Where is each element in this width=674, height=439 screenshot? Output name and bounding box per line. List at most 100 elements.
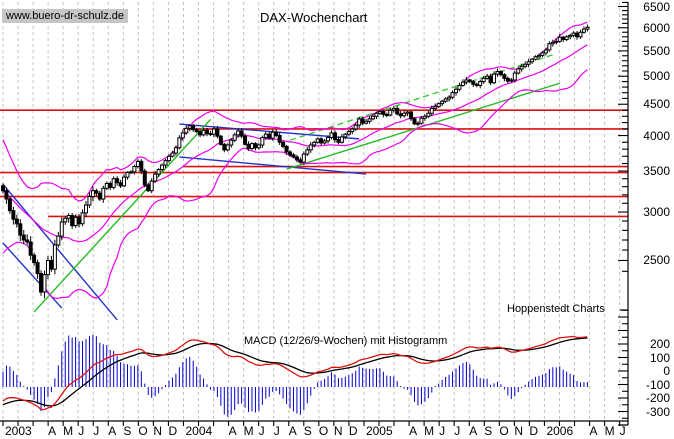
- candle-body: [384, 113, 389, 116]
- candle-body: [170, 152, 175, 157]
- x-axis-month-label: A: [589, 424, 598, 438]
- bollinger-upper-band: [2, 21, 588, 202]
- histogram-bar: [334, 374, 336, 387]
- histogram-bar: [140, 371, 142, 387]
- candle-body: [550, 41, 555, 45]
- histogram-bar: [541, 374, 543, 387]
- histogram-bar: [165, 385, 167, 387]
- x-axis-month-label: J: [439, 424, 446, 438]
- watermark-label: www.buero-dr-schulz.de: [2, 9, 128, 23]
- candle-body: [474, 83, 479, 86]
- candle-body: [492, 73, 497, 84]
- candle-body: [132, 166, 137, 173]
- candle-body: [142, 170, 147, 186]
- histogram-bar: [241, 387, 243, 404]
- candle-body: [429, 107, 434, 114]
- candle-body: [218, 135, 223, 145]
- candle-body: [319, 138, 324, 144]
- x-axis-month-label: A: [469, 424, 478, 438]
- candle-body: [505, 77, 510, 82]
- histogram-bar: [424, 387, 426, 402]
- histogram-bar: [569, 373, 571, 387]
- candle-body: [80, 212, 85, 225]
- histogram-bar: [358, 366, 360, 387]
- histogram-bar: [88, 336, 90, 387]
- histogram-bar: [47, 387, 49, 398]
- candle-body: [25, 239, 30, 243]
- histogram-bar: [455, 368, 457, 387]
- candle-body: [561, 36, 566, 41]
- candle-body: [388, 109, 393, 116]
- x-axis-month-label: O: [499, 424, 509, 438]
- candle-body: [575, 32, 580, 38]
- histogram-bar: [586, 382, 588, 387]
- candle-body: [343, 133, 348, 138]
- histogram-bar: [552, 367, 554, 387]
- candle-body: [111, 178, 116, 188]
- candle-body: [4, 190, 9, 200]
- candle-body: [284, 145, 289, 153]
- histogram-bar: [230, 387, 232, 415]
- histogram-bar: [299, 387, 301, 415]
- x-axis-month-label: J: [78, 424, 85, 438]
- x-axis-year-label: 2003: [5, 424, 32, 438]
- candle-body: [39, 273, 44, 293]
- histogram-bar: [68, 335, 70, 387]
- histogram-bar: [216, 387, 218, 397]
- candle-body: [11, 210, 16, 220]
- candle-body: [502, 74, 507, 79]
- histogram-bar: [528, 381, 530, 387]
- candle-body: [578, 31, 583, 38]
- histogram-bar: [92, 335, 94, 387]
- histogram-bar: [351, 373, 353, 387]
- histogram-bar: [410, 387, 412, 396]
- histogram-bar: [272, 387, 274, 393]
- candle-body: [21, 234, 26, 241]
- histogram-bar: [248, 387, 250, 412]
- macd-axis-label: -100: [645, 377, 670, 392]
- candle-body: [42, 274, 47, 293]
- candle-body: [312, 141, 317, 146]
- candle-body: [464, 79, 469, 83]
- candle-body: [415, 122, 420, 125]
- trendline-blue: [2, 183, 118, 321]
- histogram-bar: [583, 382, 585, 387]
- candle-body: [146, 184, 151, 192]
- histogram-bar: [171, 377, 173, 387]
- candle-body: [536, 54, 541, 58]
- histogram-bar: [95, 336, 97, 387]
- histogram-bar: [337, 378, 339, 387]
- histogram-bar: [348, 375, 350, 387]
- histogram-bar: [16, 375, 18, 387]
- candle-body: [585, 26, 590, 30]
- histogram-bar: [344, 376, 346, 387]
- histogram-bar: [244, 387, 246, 408]
- histogram-bar: [372, 368, 374, 387]
- macd-axis-label: 200: [649, 337, 670, 351]
- histogram-bar: [524, 384, 526, 387]
- histogram-bar: [189, 356, 191, 387]
- histogram-bar: [261, 387, 263, 405]
- candle-body: [332, 132, 337, 141]
- candle-body: [540, 52, 545, 56]
- candle-body: [256, 144, 261, 149]
- candle-body: [14, 218, 19, 225]
- candle-body: [101, 187, 106, 200]
- histogram-bar: [441, 379, 443, 387]
- histogram-bar: [196, 366, 198, 387]
- histogram-bar: [521, 387, 523, 389]
- histogram-bar: [296, 387, 298, 414]
- candle-body: [409, 111, 414, 120]
- histogram-bar: [286, 387, 288, 405]
- x-axis-month-label: J: [454, 424, 461, 438]
- candle-body: [564, 36, 569, 41]
- candle-body: [367, 118, 372, 122]
- histogram-bar: [168, 380, 170, 387]
- histogram-bar: [469, 364, 471, 387]
- histogram-bar: [420, 387, 422, 405]
- histogram-bar: [417, 387, 419, 406]
- x-axis-month-label: J: [619, 424, 626, 438]
- candle-body: [436, 103, 441, 108]
- histogram-bar: [154, 387, 156, 397]
